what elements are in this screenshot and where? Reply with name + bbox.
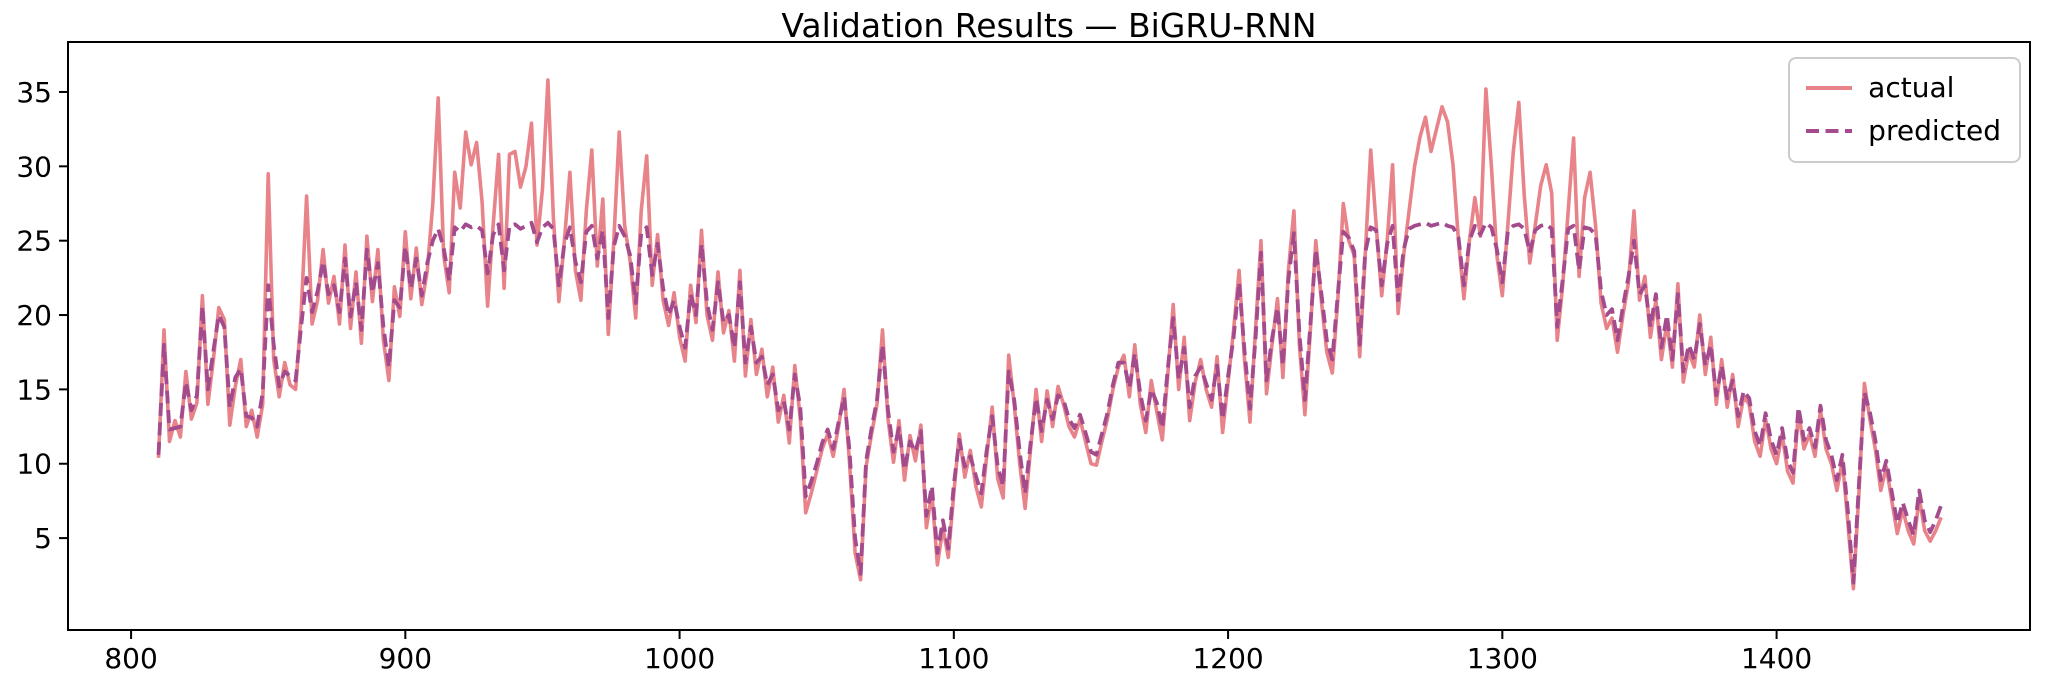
y-tick-label: 5 bbox=[34, 522, 52, 555]
y-tick-label: 10 bbox=[16, 448, 52, 481]
x-tick-label: 1300 bbox=[1467, 642, 1538, 675]
x-tick-label: 800 bbox=[104, 642, 157, 675]
legend-item-predicted: predicted bbox=[1806, 113, 2001, 147]
x-tick-label: 1000 bbox=[644, 642, 715, 675]
legend-item-actual: actual bbox=[1806, 71, 2001, 104]
y-tick-label: 30 bbox=[16, 150, 52, 183]
series-predicted-line bbox=[156, 220, 1943, 585]
x-tick-label: 1100 bbox=[918, 642, 989, 675]
predicted-line-swatch bbox=[1806, 129, 1853, 134]
y-tick-label: 25 bbox=[16, 225, 52, 258]
x-tick-label: 1200 bbox=[1192, 642, 1263, 675]
y-tick-label: 35 bbox=[16, 76, 52, 109]
legend-label-actual: actual bbox=[1868, 71, 1955, 104]
x-tick-label: 900 bbox=[379, 642, 432, 675]
y-tick-label: 20 bbox=[16, 299, 52, 332]
chart-title: Validation Results — BiGRU-RNN bbox=[781, 6, 1317, 45]
y-tick-label: 15 bbox=[16, 373, 52, 406]
series-actual-line bbox=[156, 78, 1943, 591]
axes-frame bbox=[67, 41, 2031, 631]
x-tick-label: 1400 bbox=[1741, 642, 1812, 675]
legend-label-predicted: predicted bbox=[1868, 113, 2001, 147]
actual-line-swatch bbox=[1806, 86, 1853, 91]
legend: actual predicted bbox=[1788, 57, 2021, 163]
